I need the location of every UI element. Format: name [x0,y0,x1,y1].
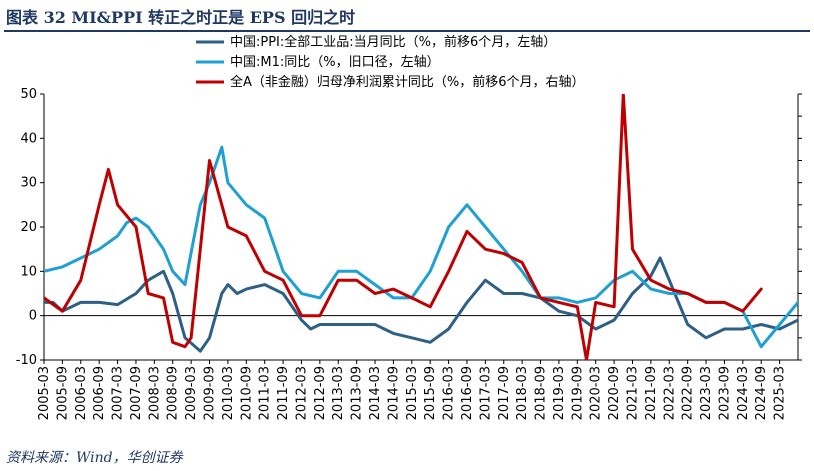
y-tick-label: 50 [20,87,37,102]
x-tick-label: 2009-03 [184,366,199,420]
x-tick-label: 2011-03 [258,366,273,420]
title-rule [4,30,810,32]
x-tick-label: 2005-09 [55,366,70,420]
x-tick-label: 2005-03 [37,366,52,420]
x-tick-label: 2016-09 [460,366,475,420]
x-tick-label: 2019-03 [552,366,567,420]
x-tick-label: 2011-09 [276,366,291,420]
x-tick-label: 2023-03 [699,366,714,420]
x-tick-label: 2008-09 [166,366,181,420]
legend-label: 中国:M1:同比（%，旧口径，左轴） [230,55,440,70]
x-tick-label: 2017-03 [478,366,493,420]
x-tick-label: 2021-09 [644,366,659,420]
x-tick-label: 2021-03 [625,366,640,420]
y-tick-label: 40 [20,131,37,146]
y-tick-label: 10 [20,264,37,279]
x-tick-label: 2018-03 [515,366,530,420]
figure-title: 图表 32 MI&PPI 转正之时正是 EPS 回归之时 [6,8,356,27]
x-tick-label: 2013-09 [350,366,365,420]
y-tick-label: 20 [20,220,37,235]
x-tick-label: 2010-09 [239,366,254,420]
x-tick-label: 2017-09 [497,366,512,420]
x-tick-label: 2019-09 [570,366,585,420]
x-tick-label: 2015-03 [405,366,420,420]
legend-label: 全A（非金融）归母净利润累计同比（%，前移6个月，右轴） [230,74,585,90]
series-line [44,94,763,360]
x-tick-label: 2013-03 [331,366,346,420]
x-tick-label: 2022-09 [681,366,696,420]
x-tick-label: 2006-03 [74,366,89,420]
x-tick-label: 2007-03 [111,366,126,420]
x-tick-label: 2023-09 [717,366,732,420]
x-tick-label: 2009-09 [203,366,218,420]
x-tick-label: 2012-03 [294,366,309,420]
y-tick-label: 0 [29,309,37,324]
x-tick-label: 2024-03 [736,366,751,420]
x-tick-label: 2020-03 [589,366,604,420]
y-tick-label: 30 [20,176,37,191]
x-tick-label: 2014-09 [386,366,401,420]
x-tick-label: 2006-09 [92,366,107,420]
x-tick-label: 2022-03 [662,366,677,420]
series-line [44,256,798,353]
x-tick-label: 2015-09 [423,366,438,420]
x-tick-label: 2016-03 [442,366,457,420]
x-tick-label: 2007-09 [129,366,144,420]
y-tick-label: -10 [16,353,37,368]
x-tick-label: 2014-03 [368,366,383,420]
x-tick-label: 2020-09 [607,366,622,420]
source-note: 资料来源：Wind，华创证券 [6,450,183,466]
x-tick-label: 2025-03 [773,366,788,420]
x-tick-label: 2010-03 [221,366,236,420]
legend-label: 中国:PPI:全部工业品:当月同比（%，前移6个月，左轴） [230,34,556,50]
x-tick-label: 2008-03 [147,366,162,420]
x-tick-label: 2024-09 [754,366,769,420]
x-tick-label: 2018-09 [534,366,549,420]
x-tick-label: 2012-09 [313,366,328,420]
